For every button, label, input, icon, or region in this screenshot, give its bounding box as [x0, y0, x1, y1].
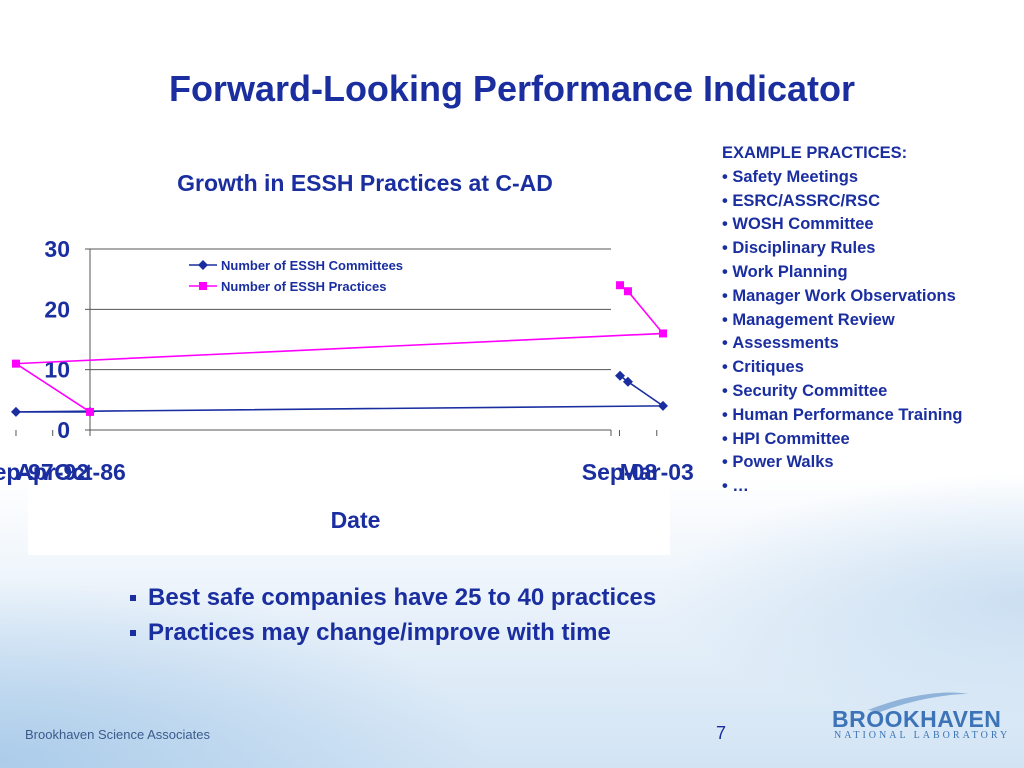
square-bullet-icon — [130, 629, 136, 636]
committees-data-point — [622, 376, 633, 387]
example-practice-item: HPI Committee — [722, 428, 1022, 452]
practices-data-point — [86, 407, 94, 416]
example-practice-item: Disciplinary Rules — [722, 237, 1022, 261]
practices-data-point — [658, 329, 667, 338]
committees-data-point — [657, 400, 668, 411]
square-bullet-icon — [130, 594, 136, 601]
x-tick-label: Mar-03 — [620, 459, 694, 485]
practices-data-point — [623, 287, 632, 296]
bullet-point: Practices may change/improve with time — [128, 615, 828, 650]
example-practice-item: Critiques — [722, 356, 1022, 380]
essh-growth-chart: 0102030Oct-86Apr-92Sep-97Mar-03Sep-08Dat… — [0, 236, 694, 533]
x-tick-label: Sep-08 — [582, 459, 658, 485]
chart-panel — [28, 150, 670, 555]
example-practice-item: Management Review — [722, 309, 1022, 333]
page-number: 7 — [716, 723, 727, 743]
example-practice-item: ESRC/ASSRC/RSC — [722, 190, 1022, 214]
logo-name: BROOKHAVEN — [832, 706, 1002, 732]
example-practice-item: Human Performance Training — [722, 404, 1022, 428]
committees-data-point — [10, 406, 21, 417]
swoosh-icon — [868, 692, 968, 712]
chart-legend — [185, 253, 438, 297]
legend-label: Number of ESSH Practices — [221, 279, 386, 294]
footer-organization: Brookhaven Science Associates — [25, 727, 210, 742]
bullet-point: Best safe companies have 25 to 40 practi… — [128, 580, 828, 615]
x-axis-title: Date — [331, 507, 381, 533]
key-points: Best safe companies have 25 to 40 practi… — [128, 580, 828, 650]
series-line — [13, 284, 665, 413]
example-practice-item: Manager Work Observations — [722, 285, 1022, 309]
example-practice-item: Security Committee — [722, 380, 1022, 404]
logo-subtitle: NATIONAL LABORATORY — [834, 730, 1011, 741]
brookhaven-logo: BROOKHAVEN NATIONAL LABORATORY — [828, 688, 1007, 753]
examples-heading: EXAMPLE PRACTICES: — [722, 144, 908, 162]
example-practices-box: EXAMPLE PRACTICES: Safety MeetingsESRC/A… — [722, 142, 1022, 499]
examples-list: Safety MeetingsESRC/ASSRC/RSCWOSH Commit… — [722, 166, 1022, 499]
legend-marker — [199, 282, 207, 290]
bullet-text: Practices may change/improve with time — [148, 619, 611, 646]
practices-data-point — [616, 281, 625, 290]
practices-data-point — [11, 359, 20, 368]
y-tick-label: 30 — [44, 236, 70, 262]
series-line — [15, 375, 666, 413]
x-tick-label: Apr-92 — [16, 459, 89, 485]
y-tick-label: 20 — [44, 296, 70, 322]
y-tick-label: 0 — [57, 417, 70, 443]
example-practice-item: … — [722, 475, 1022, 499]
chart-title: Growth in ESSH Practices at C-AD — [177, 170, 553, 196]
legend-marker — [198, 260, 208, 270]
x-tick-label: Oct-86 — [54, 459, 126, 485]
legend-label: Number of ESSH Committees — [221, 258, 403, 273]
example-practice-item: Power Walks — [722, 451, 1022, 475]
example-practice-item: Assessments — [722, 332, 1022, 356]
example-practice-item: WOSH Committee — [722, 213, 1022, 237]
bullet-text: Best safe companies have 25 to 40 practi… — [148, 584, 657, 611]
example-practice-item: Work Planning — [722, 261, 1022, 285]
x-tick-label: Sep-97 — [0, 459, 54, 485]
example-practice-item: Safety Meetings — [722, 166, 1022, 190]
slide-title: Forward-Looking Performance Indicator — [168, 68, 856, 109]
committees-data-point — [615, 370, 626, 381]
